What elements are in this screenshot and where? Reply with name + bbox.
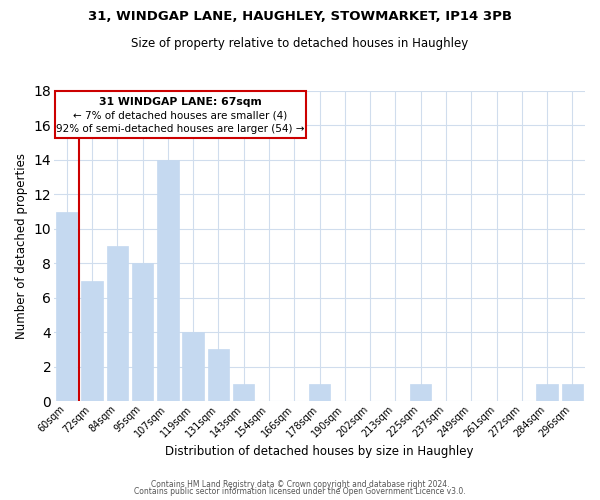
Bar — [309, 384, 330, 401]
Bar — [562, 384, 583, 401]
Bar — [208, 350, 229, 401]
Text: Contains HM Land Registry data © Crown copyright and database right 2024.: Contains HM Land Registry data © Crown c… — [151, 480, 449, 489]
Text: Size of property relative to detached houses in Haughley: Size of property relative to detached ho… — [131, 38, 469, 51]
Bar — [132, 264, 154, 401]
Text: 92% of semi-detached houses are larger (54) →: 92% of semi-detached houses are larger (… — [56, 124, 305, 134]
Y-axis label: Number of detached properties: Number of detached properties — [15, 153, 28, 339]
Text: ← 7% of detached houses are smaller (4): ← 7% of detached houses are smaller (4) — [73, 110, 287, 120]
Bar — [81, 280, 103, 401]
Bar — [56, 212, 77, 401]
Bar — [410, 384, 431, 401]
Text: Contains public sector information licensed under the Open Government Licence v3: Contains public sector information licen… — [134, 487, 466, 496]
Bar — [536, 384, 558, 401]
Bar — [157, 160, 179, 401]
X-axis label: Distribution of detached houses by size in Haughley: Distribution of detached houses by size … — [165, 444, 474, 458]
Bar — [107, 246, 128, 401]
Bar — [182, 332, 204, 401]
Bar — [233, 384, 254, 401]
Text: 31, WINDGAP LANE, HAUGHLEY, STOWMARKET, IP14 3PB: 31, WINDGAP LANE, HAUGHLEY, STOWMARKET, … — [88, 10, 512, 23]
Text: 31 WINDGAP LANE: 67sqm: 31 WINDGAP LANE: 67sqm — [99, 97, 262, 107]
FancyBboxPatch shape — [55, 91, 307, 138]
